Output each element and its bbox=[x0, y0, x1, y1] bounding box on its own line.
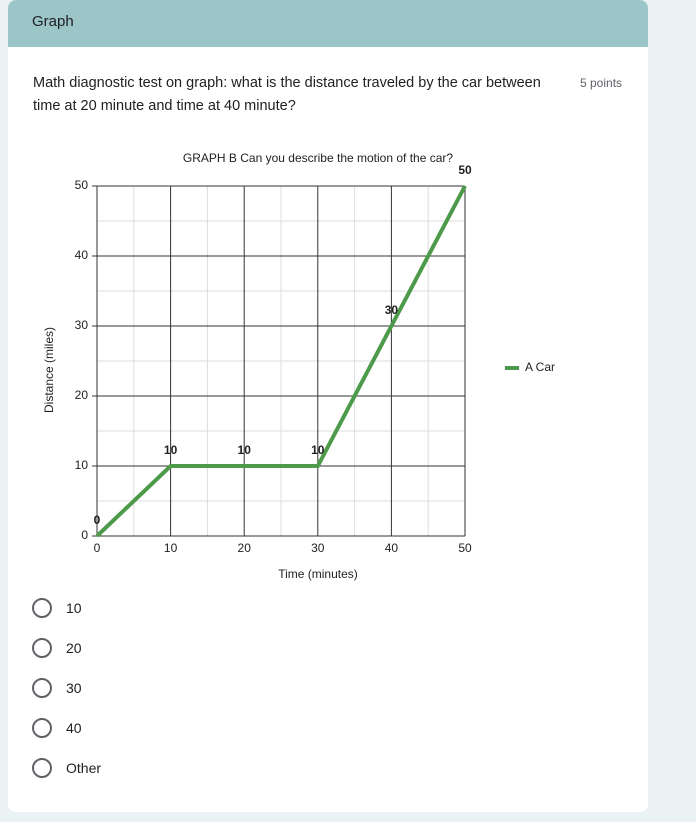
y-tick-label: 10 bbox=[75, 458, 89, 472]
radio-button[interactable] bbox=[32, 638, 52, 658]
data-label: 50 bbox=[458, 163, 472, 177]
option[interactable]: 20 bbox=[32, 636, 82, 660]
radio-button[interactable] bbox=[32, 718, 52, 738]
option[interactable]: 40 bbox=[32, 716, 82, 740]
option[interactable]: 30 bbox=[32, 676, 82, 700]
y-tick-label: 30 bbox=[75, 318, 89, 332]
option-label: Other bbox=[66, 760, 102, 776]
data-label: 0 bbox=[94, 513, 101, 527]
chart: GRAPH B Can you describe the motion of t… bbox=[42, 151, 555, 581]
x-tick-label: 50 bbox=[458, 541, 472, 555]
y-tick-label: 0 bbox=[81, 528, 88, 542]
option[interactable]: 10 bbox=[32, 596, 82, 620]
data-label: 30 bbox=[385, 303, 399, 317]
y-tick-label: 40 bbox=[75, 248, 89, 262]
x-tick-label: 40 bbox=[385, 541, 399, 555]
option-label: 10 bbox=[66, 600, 82, 616]
chart-title: GRAPH B Can you describe the motion of t… bbox=[183, 151, 453, 165]
option-label: 40 bbox=[66, 720, 82, 736]
question-text: Math diagnostic test on graph: what is t… bbox=[33, 75, 541, 114]
y-axis-label: Distance (miles) bbox=[42, 327, 56, 413]
y-tick-label: 20 bbox=[75, 388, 89, 402]
data-label: 10 bbox=[164, 443, 178, 457]
y-tick-label: 50 bbox=[75, 178, 89, 192]
radio-button[interactable] bbox=[32, 678, 52, 698]
option-label: 20 bbox=[66, 640, 82, 656]
x-tick-label: 20 bbox=[238, 541, 252, 555]
question-card: Graph Math diagnostic test on graph: wha… bbox=[8, 0, 648, 812]
radio-button[interactable] bbox=[32, 598, 52, 618]
radio-button[interactable] bbox=[32, 758, 52, 778]
x-tick-label: 10 bbox=[164, 541, 178, 555]
data-label: 10 bbox=[311, 443, 325, 457]
points: 5 points bbox=[580, 76, 623, 90]
x-tick-label: 30 bbox=[311, 541, 325, 555]
x-tick-label: 0 bbox=[94, 541, 101, 555]
data-line bbox=[95, 185, 467, 538]
option-label: 30 bbox=[66, 680, 82, 696]
option[interactable]: Other bbox=[32, 756, 101, 780]
legend-label: A Car bbox=[525, 360, 555, 374]
section-title: Graph bbox=[8, 0, 648, 47]
data-label: 10 bbox=[238, 443, 252, 457]
x-axis-label: Time (minutes) bbox=[278, 567, 358, 581]
